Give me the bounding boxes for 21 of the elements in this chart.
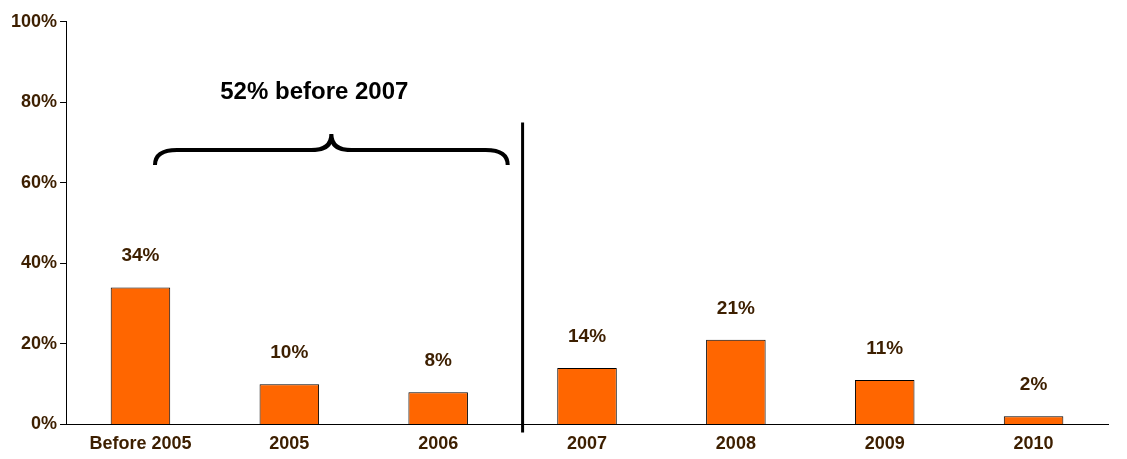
y-tick-label: 60%	[21, 171, 58, 192]
x-tick-label: 2007	[567, 433, 608, 454]
x-tick-label: 2010	[1013, 433, 1054, 454]
x-tick-label: 2008	[715, 433, 756, 454]
annotation: 52% before 2007	[220, 76, 409, 104]
data-label: 8%	[424, 348, 452, 370]
y-tick-label: 40%	[21, 252, 58, 273]
data-label: 11%	[866, 336, 904, 358]
y-tick-label: 20%	[21, 332, 58, 353]
y-tick-label: 0%	[31, 413, 58, 434]
data-label: 2%	[1019, 373, 1048, 395]
y-tick-label: 80%	[21, 91, 58, 112]
data-label: 10%	[270, 340, 309, 362]
data-label: 14%	[568, 324, 607, 346]
data-label: 34%	[121, 244, 160, 266]
x-tick-label: 2006	[418, 433, 459, 454]
y-tick-label: 100%	[10, 10, 58, 31]
data-label: 21%	[716, 296, 755, 318]
x-tick-label: 2005	[269, 433, 310, 454]
x-tick-label: Before 2005	[89, 433, 192, 454]
x-tick-label: 2009	[864, 433, 905, 454]
